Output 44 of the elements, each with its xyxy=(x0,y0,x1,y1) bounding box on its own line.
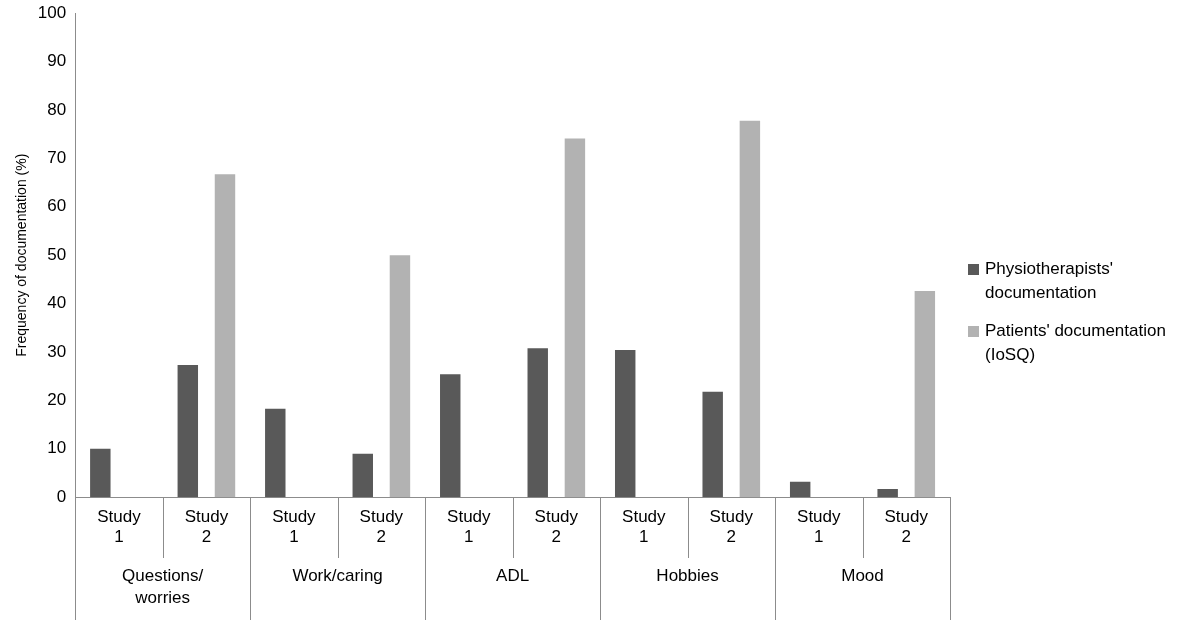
x-tick-label: Study 1 xyxy=(797,507,841,547)
bar xyxy=(389,255,411,498)
x-tick-label: Study 2 xyxy=(884,507,929,547)
y-tick-label: 0 xyxy=(56,486,67,506)
x-tick-label: Study 2 xyxy=(184,507,229,547)
bar xyxy=(440,374,461,498)
bar xyxy=(90,448,111,498)
text: Mood xyxy=(841,566,884,586)
x-tick-label: Study 2 xyxy=(534,507,579,547)
legend-label: Physiotherapists' documentation xyxy=(985,258,1114,304)
y-tick-label: 60 xyxy=(47,196,67,216)
y-tick-label: 70 xyxy=(47,148,67,168)
y-tick-label: 10 xyxy=(47,438,67,458)
y-tick-label: 90 xyxy=(47,51,67,71)
x-tick-label: Study 1 xyxy=(97,507,142,547)
y-tick-label: 20 xyxy=(47,390,67,410)
bar xyxy=(527,348,548,498)
bar xyxy=(877,488,898,498)
x-tick-label: Study 1 xyxy=(447,507,492,547)
y-tick-label: 30 xyxy=(47,341,67,361)
y-tick-label: 80 xyxy=(47,99,67,119)
bar xyxy=(914,291,936,498)
x-tick-label: Study 2 xyxy=(359,507,404,547)
text: ADL xyxy=(496,566,530,586)
bar xyxy=(702,391,723,498)
text: Hobbies xyxy=(656,566,719,586)
x-tick-label: Study 1 xyxy=(272,507,317,547)
text: Questions/ worries xyxy=(122,566,204,608)
bar xyxy=(177,365,199,498)
y-tick-label: 40 xyxy=(47,293,67,313)
y-tick-label: 100 xyxy=(37,2,67,22)
bar xyxy=(789,481,811,498)
bar xyxy=(214,174,236,498)
x-tick-label: Study 2 xyxy=(709,507,754,547)
legend-label: Patients' documentation (IoSQ) xyxy=(985,320,1167,366)
text: Work/caring xyxy=(292,566,383,586)
bar xyxy=(265,408,286,498)
y-tick-label: 50 xyxy=(47,244,67,264)
bar xyxy=(739,120,761,498)
y-axis-title: Frequency of documentation (%) xyxy=(13,153,30,357)
bar xyxy=(614,350,636,498)
bar xyxy=(564,138,586,498)
x-tick-label: Study 1 xyxy=(622,507,667,547)
bar xyxy=(352,453,373,498)
